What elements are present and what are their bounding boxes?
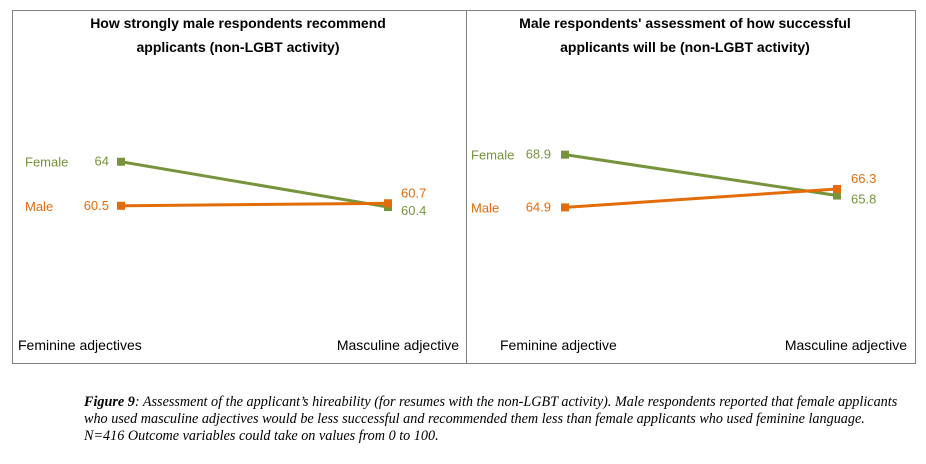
- figure-caption: Figure 9: Assessment of the applicant’s …: [84, 394, 904, 445]
- panel-divider: [466, 10, 467, 364]
- male-data-point: [384, 199, 392, 208]
- male-series-line: [564, 187, 838, 209]
- female-data-label: 68.9: [526, 147, 551, 162]
- male-data-point: [561, 203, 569, 212]
- chart-title-line: applicants will be (non-LGBT activity): [560, 39, 810, 55]
- x-category-label: Feminine adjectives: [18, 337, 142, 353]
- female-data-label: 65.8: [851, 192, 876, 207]
- figure-frame: [12, 10, 916, 364]
- male-data-label: 66.3: [851, 171, 876, 186]
- caption-text: : Assessment of the applicant’s hireabil…: [84, 394, 898, 444]
- caption-label: Figure 9: [84, 394, 135, 410]
- right-chart: Male respondents' assessment of how succ…: [471, 15, 907, 353]
- female-series-name: Female: [25, 155, 68, 170]
- female-data-point: [833, 191, 841, 200]
- male-data-label: 60.5: [84, 198, 109, 213]
- female-series-line: [564, 153, 838, 198]
- male-series-name: Male: [25, 199, 53, 214]
- female-data-label: 64: [95, 154, 109, 169]
- male-series-name: Male: [471, 200, 499, 215]
- chart-title-line: applicants (non-LGBT activity): [136, 39, 339, 55]
- female-series-name: Female: [471, 148, 514, 163]
- male-data-point: [833, 184, 841, 193]
- male-data-label: 64.9: [526, 199, 551, 214]
- chart-title-line: Male respondents' assessment of how succ…: [519, 15, 851, 31]
- female-data-label: 60.4: [401, 203, 426, 218]
- x-category-label: Masculine adjective: [337, 337, 459, 353]
- female-series-line: [120, 160, 389, 209]
- female-data-point: [117, 157, 125, 166]
- male-data-point: [117, 201, 125, 210]
- x-category-label: Feminine adjective: [500, 337, 617, 353]
- chart-title-line: How strongly male respondents recommend: [90, 15, 386, 31]
- male-data-label: 60.7: [401, 185, 426, 200]
- left-chart: How strongly male respondents recommend a…: [18, 15, 459, 353]
- male-series-line: [120, 201, 389, 208]
- x-category-label: Masculine adjective: [785, 337, 907, 353]
- female-data-point: [561, 150, 569, 159]
